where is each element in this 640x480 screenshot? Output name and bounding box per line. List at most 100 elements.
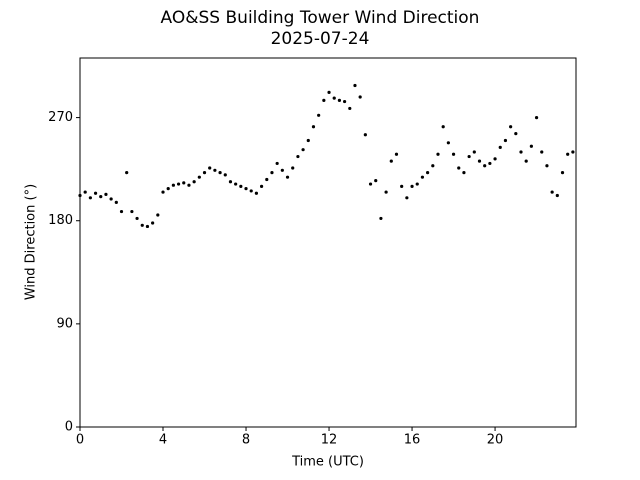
point [151,221,155,225]
point [83,190,87,194]
point [218,170,222,175]
point [384,190,388,194]
point [353,83,357,88]
y-tick-label: 90 [56,316,73,331]
point [348,106,352,111]
x-tick-label: 20 [487,433,504,448]
point [410,184,414,188]
point [197,175,201,179]
point [467,154,471,159]
point [566,152,570,156]
point [254,191,259,195]
point [555,193,559,198]
point [88,196,92,200]
point [192,180,196,184]
point [477,159,482,163]
point [285,175,290,179]
point [394,152,399,156]
point [145,224,150,229]
point [202,170,207,175]
point [498,145,502,149]
point [514,132,518,136]
point [540,150,544,154]
point [104,192,108,196]
y-tick-label: 180 [48,213,73,228]
plot-frame [79,57,577,428]
point [130,209,134,214]
x-tick-label: 8 [242,433,250,448]
point [332,96,336,100]
point [343,99,347,104]
point [223,173,227,177]
point [182,181,186,185]
point [135,216,139,221]
point [270,170,274,175]
point [446,141,450,145]
point [275,161,279,166]
point [161,190,165,194]
point [234,182,238,186]
point [560,170,565,175]
point [119,209,124,214]
point [306,138,310,143]
point [228,180,233,184]
point [213,168,217,172]
point [524,159,528,163]
point [114,200,118,204]
point [426,170,430,175]
x-tick-label: 16 [404,433,421,448]
point [405,196,409,200]
point [358,95,362,99]
point [311,125,316,129]
point [239,184,243,188]
x-axis-label: Time (UTC) [291,455,364,470]
point [259,184,264,188]
point [140,223,144,227]
point [415,182,419,186]
point [368,182,373,186]
point [301,148,305,152]
point [208,166,212,170]
point [550,190,554,194]
point [317,113,321,117]
point [379,216,383,221]
point [296,154,300,159]
point [389,159,393,163]
point [327,90,331,94]
point [462,170,466,175]
chart-subtitle: 2025-07-24 [271,29,370,49]
point [337,98,342,103]
point [363,133,367,137]
point [99,195,103,199]
y-tick-label: 0 [65,420,73,435]
point [509,125,513,129]
point [93,191,98,195]
point [374,179,378,183]
point [322,98,326,103]
x-tick-label: 0 [76,433,84,448]
x-tick-label: 4 [159,433,167,448]
point [534,115,539,120]
y-axis-label: Wind Direction (°) [24,184,39,300]
point [400,184,404,188]
point [280,168,284,172]
point [244,187,248,191]
y-tick-label: 270 [48,110,73,125]
point [109,197,113,201]
point [125,170,129,175]
point [519,150,523,154]
point [166,187,170,191]
point [156,213,160,217]
point [545,164,549,168]
point [187,183,191,187]
point [529,144,533,148]
point [436,152,440,156]
point [265,177,269,182]
point [451,152,456,156]
chart-title: AO&SS Building Tower Wind Direction [161,8,480,28]
point [503,138,508,143]
x-tick-label: 12 [321,433,338,448]
point [493,157,497,161]
point [431,164,435,168]
